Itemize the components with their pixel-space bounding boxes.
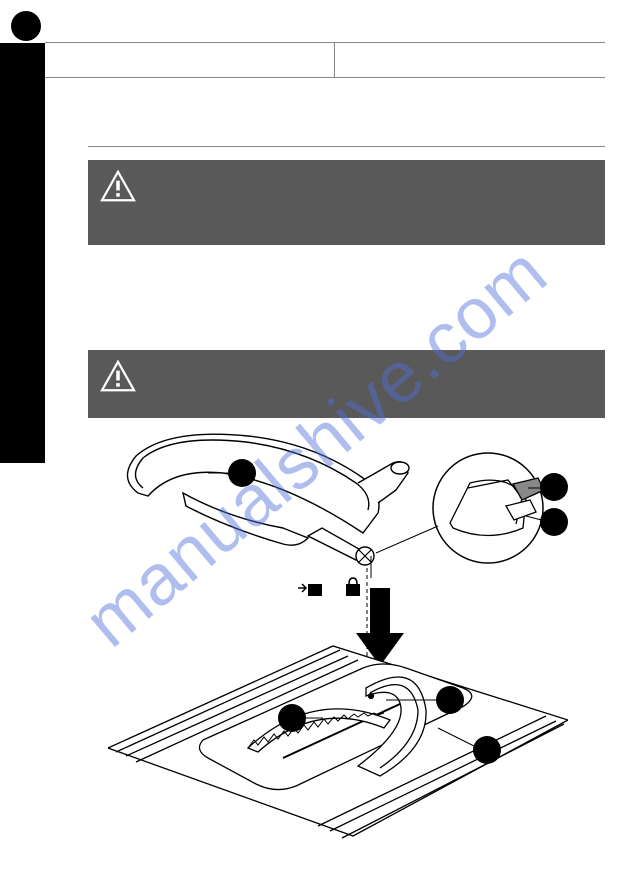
assembly-diagram [108, 428, 568, 858]
warning-box-2 [88, 350, 605, 418]
language-tab [0, 43, 45, 463]
corner-dot [11, 11, 41, 41]
header-divider [334, 42, 335, 78]
section-rule [88, 146, 605, 147]
warning-triangle-icon [100, 360, 136, 392]
callout-blade [278, 704, 306, 732]
warning-box-1 [88, 160, 605, 245]
callout-knife-bottom [540, 508, 568, 536]
warning-triangle-icon [100, 170, 136, 202]
page-number: 18 [62, 18, 74, 30]
callout-insert [473, 736, 501, 764]
header-rule [45, 42, 605, 78]
lang-label: EN [88, 53, 103, 65]
callout-knife-top [540, 473, 568, 501]
callout-riving [436, 686, 464, 714]
callout-guard [228, 459, 256, 487]
diagram-svg [108, 428, 568, 858]
